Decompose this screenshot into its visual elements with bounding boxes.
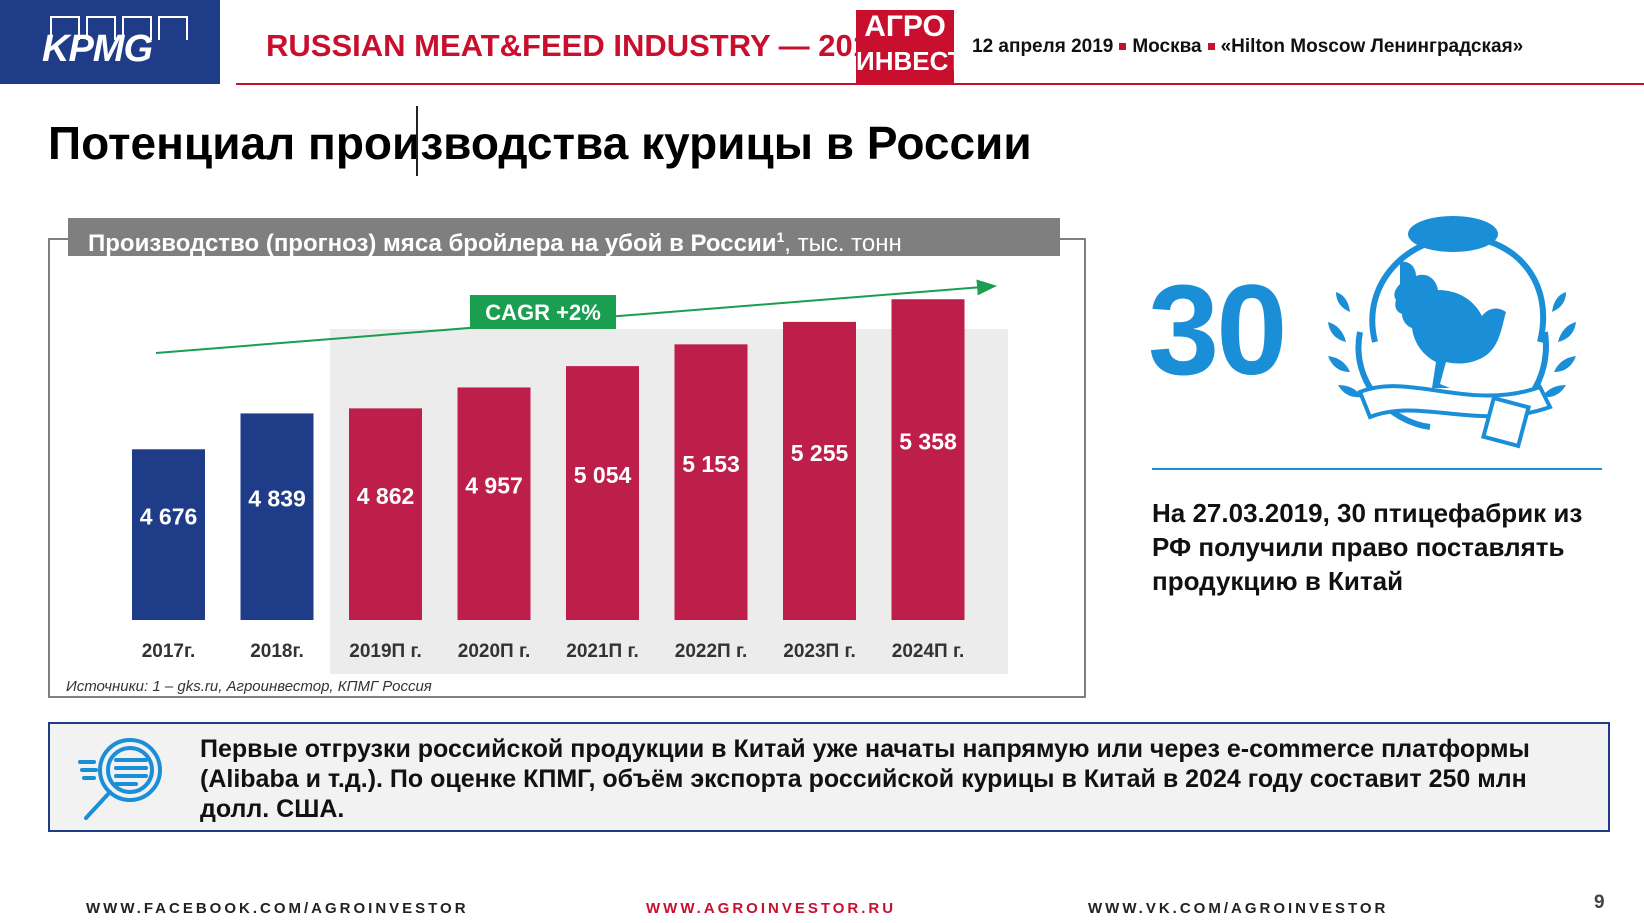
agroinvestor-logo-line1: АГРО <box>864 10 946 43</box>
callout-text: Первые отгрузки российской продукции в К… <box>200 735 1530 823</box>
chart-title: Производство (прогноз) мяса бройлера на … <box>88 230 777 257</box>
category-label-0: 2017г. <box>142 641 196 662</box>
event-title: RUSSIAN MEAT&FEED INDUSTRY — 2019 <box>266 28 888 63</box>
bar-value-label-5: 5 153 <box>682 451 740 477</box>
bar-4 <box>566 366 639 620</box>
event-date: 12 апреля 2019 <box>972 36 1114 57</box>
bar-6 <box>783 321 856 620</box>
page-title: Потенциал производства курицы в России <box>48 117 1032 169</box>
category-label-5: 2022П г. <box>675 641 748 662</box>
bar-value-label-6: 5 255 <box>791 440 849 466</box>
kpmg-logo-boxes <box>50 16 188 40</box>
bar-value-label-2: 4 862 <box>357 483 415 509</box>
bar-value-label-7: 5 358 <box>899 429 957 455</box>
category-label-7: 2024П г. <box>892 641 965 662</box>
bar-value-label-1: 4 839 <box>248 486 306 512</box>
category-label-2: 2019П г. <box>349 641 422 662</box>
bar-value-label-0: 4 676 <box>140 504 198 530</box>
big-number: 30 <box>1148 259 1287 402</box>
bar-1 <box>240 413 314 620</box>
category-label-3: 2020П г. <box>458 641 531 662</box>
chart-header: Производство (прогноз) мяса бройлера на … <box>68 218 1060 257</box>
footer-facebook-link[interactable]: WWW.FACEBOOK.COM/AGROINVESTOR <box>86 900 469 917</box>
right-panel-divider <box>1152 468 1602 470</box>
bar-value-label-3: 4 957 <box>465 473 523 499</box>
magnifier-icon <box>78 738 162 820</box>
rooster-emblem-icon <box>1328 216 1576 449</box>
separator-square-icon <box>1207 43 1215 50</box>
bar-3 <box>457 387 531 620</box>
separator-square-icon <box>1119 43 1127 50</box>
chart-title-footnote: 1 <box>776 229 785 245</box>
kpmg-logo-text: KPMG <box>42 28 153 70</box>
cagr-label: CAGR +2% <box>485 300 601 325</box>
kpmg-logo: KPMG <box>0 0 220 84</box>
bars-group: 4 676 2017г. 4 839 2018г. 4 862 2019П г. 4 957… <box>132 299 965 662</box>
text-cursor <box>416 106 418 176</box>
cagr-label-box <box>470 295 616 329</box>
header-divider <box>236 83 1644 85</box>
category-label-1: 2018г. <box>250 641 304 662</box>
bar-7 <box>891 299 965 620</box>
bar-0 <box>132 449 205 620</box>
footer-site-link[interactable]: WWW.AGROINVESTOR.RU <box>646 900 897 917</box>
event-venue: «Hilton Moscow Ленинградская» <box>1220 36 1524 57</box>
callout-box <box>48 722 1610 832</box>
category-label-4: 2021П г. <box>566 641 639 662</box>
bar-2 <box>349 408 422 620</box>
bar-5 <box>674 344 748 620</box>
chart-unit: , тыс. тонн <box>784 230 902 257</box>
event-city: Москва <box>1132 36 1202 57</box>
right-panel-text: На 27.03.2019, 30 птицефабрик из РФ полу… <box>1152 498 1583 596</box>
footer-vk-link[interactable]: WWW.VK.COM/AGROINVESTOR <box>1088 900 1389 917</box>
category-label-6: 2023П г. <box>783 641 856 662</box>
event-info: 12 апреля 2019 Москва «Hilton Moscow Ленин… <box>972 36 1523 58</box>
page-number: 9 <box>1594 892 1605 913</box>
chart-sources: Источники: 1 – gks.ru, Агроинвестор, КПМ… <box>66 678 432 695</box>
bar-value-label-4: 5 054 <box>574 462 632 488</box>
